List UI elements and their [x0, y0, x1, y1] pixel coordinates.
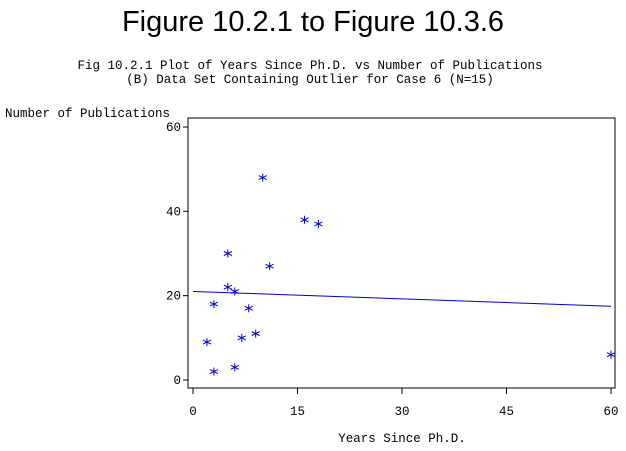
data-point: [223, 283, 233, 292]
data-point: [223, 249, 233, 258]
data-point: [202, 338, 212, 347]
data-point: [314, 219, 323, 228]
data-point: [209, 367, 219, 376]
x-axis-label: Years Since Ph.D.: [338, 432, 466, 446]
y-axis-label: Number of Publications: [5, 107, 170, 121]
chart-subtitle-line1: Fig 10.2.1 Plot of Years Since Ph.D. vs …: [77, 59, 543, 73]
y-axis: 0 20 40 60: [166, 121, 188, 388]
data-point: [300, 215, 309, 224]
plot-frame: [187, 117, 616, 389]
data-point: [244, 304, 253, 313]
x-tick-label: 60: [603, 405, 618, 419]
data-point: [237, 333, 246, 342]
regression-line: [192, 290, 612, 307]
chart-subtitle-line2: (B) Data Set Containing Outlier for Case…: [126, 73, 494, 87]
y-tick-label: 60: [166, 121, 181, 135]
data-point: [606, 350, 616, 359]
y-tick-label: 0: [173, 374, 181, 388]
data-points: [202, 173, 616, 376]
x-tick-label: 45: [499, 405, 514, 419]
x-tick-label: 30: [394, 405, 409, 419]
data-point: [209, 300, 219, 309]
data-point: [265, 262, 274, 271]
x-tick-label: 0: [189, 405, 197, 419]
x-tick-label: 15: [290, 405, 305, 419]
data-point: [230, 363, 240, 372]
data-point: [230, 287, 240, 296]
data-point: [251, 329, 260, 338]
y-tick-label: 40: [166, 205, 181, 219]
y-tick-label: 20: [166, 290, 181, 304]
x-axis: 0 15 30 45 60: [189, 388, 619, 419]
figure-title: Figure 10.2.1 to Figure 10.3.6: [121, 6, 505, 38]
data-point: [258, 173, 267, 182]
